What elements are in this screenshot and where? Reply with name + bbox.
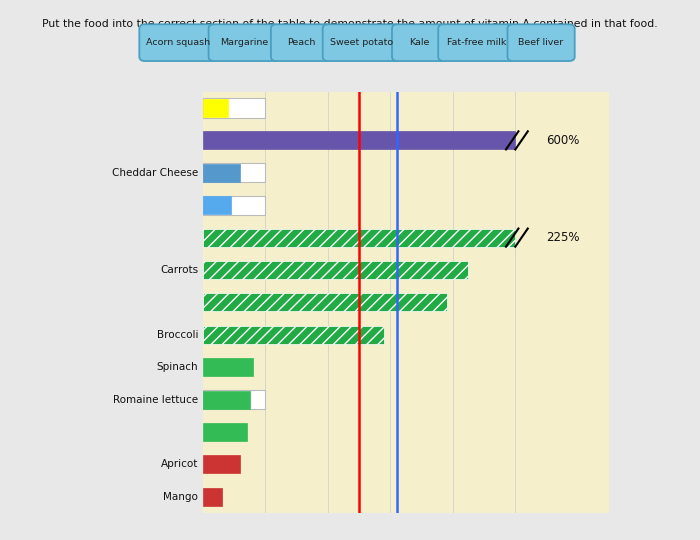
Text: Mango: Mango: [163, 492, 198, 502]
Text: Beef liver: Beef liver: [519, 38, 564, 47]
Bar: [203, 294, 447, 311]
Text: Carrots: Carrots: [160, 265, 198, 275]
Bar: [203, 391, 250, 408]
Text: Sweet potato: Sweet potato: [330, 38, 393, 47]
Bar: [203, 488, 222, 505]
Bar: [203, 358, 253, 376]
Text: Acorn squash: Acorn squash: [146, 38, 210, 47]
Bar: [203, 423, 246, 441]
Text: 225%: 225%: [547, 231, 580, 244]
Text: Kale: Kale: [409, 38, 430, 47]
Bar: [203, 99, 228, 117]
Bar: [203, 326, 384, 343]
Text: Peach: Peach: [287, 38, 315, 47]
Text: Romaine lettuce: Romaine lettuce: [113, 395, 198, 404]
Bar: [203, 261, 468, 279]
Text: Put the food into the correct section of the table to demonstrate the amount of : Put the food into the correct section of…: [42, 19, 658, 29]
Text: Broccoli: Broccoli: [157, 330, 198, 340]
Bar: [203, 164, 241, 181]
Text: Apricot: Apricot: [161, 460, 198, 469]
Bar: [203, 228, 515, 246]
Bar: [203, 196, 231, 214]
Bar: [203, 456, 241, 473]
Text: 600%: 600%: [547, 134, 580, 147]
Text: Margarine: Margarine: [220, 38, 268, 47]
Bar: [203, 163, 265, 183]
Bar: [203, 195, 265, 215]
Bar: [203, 131, 515, 149]
Bar: [203, 390, 265, 409]
Text: Cheddar Cheese: Cheddar Cheese: [112, 168, 198, 178]
Text: Spinach: Spinach: [157, 362, 198, 372]
Text: Fat-free milk: Fat-free milk: [447, 38, 507, 47]
Bar: [203, 98, 265, 118]
